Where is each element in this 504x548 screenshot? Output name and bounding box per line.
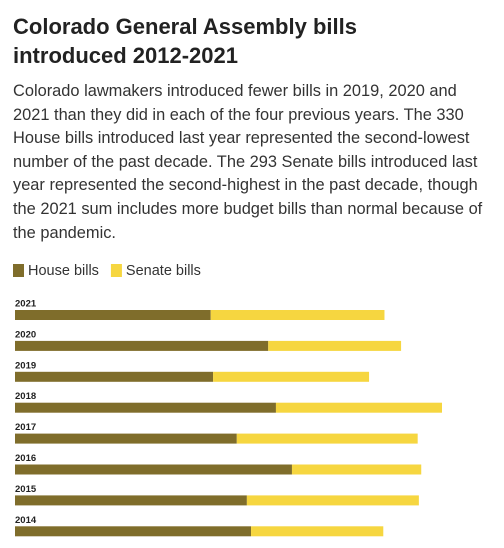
bar-segment <box>236 433 418 444</box>
category-label: 2014 <box>15 515 37 526</box>
chart-subtitle: Colorado lawmakers introduced fewer bill… <box>13 82 483 242</box>
bar-segment <box>15 340 269 351</box>
category-label: 2016 <box>15 453 36 464</box>
bar-segment <box>275 402 442 413</box>
bar-segment <box>15 371 214 382</box>
category-label: 2020 <box>15 329 36 340</box>
bar-segment <box>291 464 422 475</box>
bar-segment <box>15 495 247 506</box>
bar-segment <box>15 526 252 537</box>
bar-segment <box>251 526 384 537</box>
category-label: 2015 <box>15 484 37 495</box>
bar-segment <box>15 464 292 475</box>
legend-label: House bills <box>28 263 99 279</box>
legend-swatch <box>13 264 24 277</box>
bar-segment <box>15 402 276 413</box>
chart-title: Colorado General Assembly bills introduc… <box>13 14 357 68</box>
bar-segment <box>210 310 385 320</box>
category-label: 2019 <box>15 360 36 371</box>
bar-segment <box>15 433 237 444</box>
category-label: 2017 <box>15 422 36 433</box>
bar-segment <box>268 340 402 351</box>
category-label: 2021 <box>15 299 37 310</box>
bar-segment <box>246 495 419 506</box>
legend-swatch <box>110 264 122 277</box>
category-label: 2018 <box>15 391 36 402</box>
bar-segment <box>213 371 370 382</box>
bar-segment <box>15 310 211 320</box>
legend-label: Senate bills <box>126 263 201 279</box>
